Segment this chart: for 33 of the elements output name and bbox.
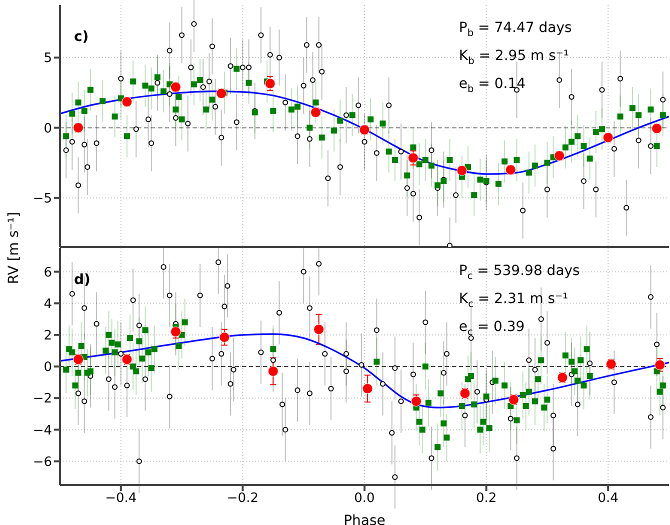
x-tick-label: 0.2	[476, 491, 497, 506]
point	[362, 383, 373, 394]
y-tick-label: −2	[32, 392, 52, 407]
x-tick-label: 0.4	[598, 491, 618, 506]
annotation: P$_{b}$ = 74.47 days	[458, 20, 572, 39]
x-axis-title: Phase	[344, 513, 386, 525]
x-tick-label: 0.0	[354, 491, 375, 506]
point	[408, 152, 418, 164]
annotation: c)	[74, 29, 89, 45]
y-tick-label: 0	[44, 360, 52, 376]
x-tick-label: −0.2	[226, 491, 258, 506]
y-tick-label: 0	[44, 121, 52, 136]
y-tick-label: 6	[44, 265, 52, 280]
annotation: K$_{b}$ = 2.95 m s⁻¹	[458, 48, 569, 67]
annotation: K$_{c}$ = 2.31 m s⁻¹	[458, 290, 568, 310]
point	[264, 78, 276, 89]
annotation: d)	[74, 272, 90, 288]
annotation: P$_{c}$ = 539.98 days	[458, 263, 580, 282]
annotation: e$_{c}$ = 0.39	[458, 318, 525, 338]
y-tick-label: 5	[44, 51, 52, 66]
point	[411, 396, 422, 407]
y-axis-title: RV [m s⁻¹]	[6, 212, 22, 284]
x-tick-label: −0.4	[105, 491, 137, 506]
point	[268, 366, 278, 376]
y-tick-label: 4	[44, 296, 52, 312]
y-tick-label: −5	[32, 192, 52, 207]
annotation: e$_{b}$ = 0.14	[458, 76, 526, 94]
y-tick-label: −4	[32, 423, 52, 438]
point	[219, 332, 230, 343]
y-tick-label: 2	[44, 328, 52, 344]
y-tick-label: −6	[32, 454, 52, 470]
point	[170, 326, 181, 337]
point	[314, 324, 324, 335]
